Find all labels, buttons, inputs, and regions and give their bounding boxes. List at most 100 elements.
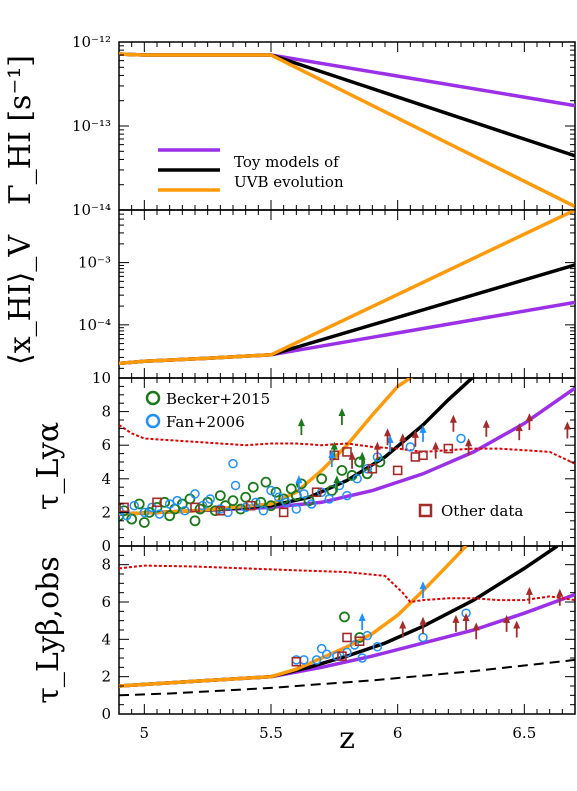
- taua-other-point-13: [443, 443, 454, 454]
- xhi-series-line-2: [119, 210, 575, 366]
- taua-fan-point-8: [180, 505, 190, 516]
- taub-limit-arrow-7: [503, 614, 511, 623]
- taua-limit-arrow-15: [449, 414, 457, 423]
- taua-limit-arrow-18: [515, 423, 523, 432]
- taua-limit-arrow-0: [297, 418, 305, 427]
- taua-ytick-label: 10: [92, 369, 111, 387]
- taua-fan-point-31: [405, 442, 416, 452]
- taua-limit-arrow-12: [399, 433, 407, 442]
- taua-limit-arrow-7: [328, 450, 336, 459]
- taua-becker-point-37: [374, 456, 386, 468]
- taub-other-point-3: [354, 636, 365, 647]
- taua-other-point-12: [418, 450, 428, 461]
- taub-fan-point-4: [321, 649, 332, 660]
- taub-other-point-1: [337, 651, 347, 661]
- taua-fan-point-32: [456, 433, 466, 444]
- taub-limit-arrow-6: [472, 622, 480, 631]
- taua-fan-point-29: [362, 463, 373, 474]
- taub-fan-point-11: [418, 632, 428, 643]
- taua-becker-point-19: [235, 503, 247, 515]
- taub-limit-arrow-0: [419, 581, 427, 590]
- taua-becker-point-18: [227, 495, 239, 507]
- taub-becker-point-0: [339, 611, 350, 623]
- legend-marker-becker: [145, 390, 161, 406]
- taub-limit-arrow-10: [556, 588, 564, 597]
- taub-ylabel: τ_Lyβ,obs: [31, 556, 66, 703]
- taua-fan-point-20: [281, 497, 291, 508]
- taua-other-point-6: [311, 487, 322, 498]
- taua-becker-point-6: [151, 501, 163, 513]
- taub-ytick-label: 4: [101, 630, 111, 648]
- taua-other-point-3: [215, 505, 226, 516]
- xtick-label: 6: [393, 724, 403, 742]
- taua-becker-point-23: [260, 476, 272, 488]
- taua-becker-point-36: [361, 468, 373, 480]
- taua-fan-point-9: [190, 489, 200, 499]
- taub-ytick-label: 6: [101, 593, 111, 611]
- taua-fan-point-27: [342, 490, 352, 501]
- taub-limit-arrow-5: [462, 613, 470, 621]
- taua-other-point-2: [190, 502, 200, 513]
- taua-becker-point-35: [354, 456, 366, 468]
- taub-fan-point-8: [357, 653, 367, 663]
- taua-becker-point-12: [189, 515, 201, 527]
- taua-limit-arrow-8: [295, 475, 303, 484]
- taub-limit-arrow-1: [358, 613, 366, 621]
- taua-fan-point-6: [164, 499, 175, 509]
- taua-fan-point-7: [172, 495, 183, 506]
- taua-series-line-3: [119, 424, 575, 465]
- taua-limit-arrow-4: [333, 475, 341, 484]
- xhi-plot-area: [119, 210, 575, 366]
- gamma-ytick-label: 10⁻¹³: [72, 117, 111, 135]
- taua-becker-point-27: [285, 483, 297, 495]
- taub-fan-point-2: [311, 655, 322, 665]
- taua-limit-arrow-17: [482, 419, 490, 428]
- taua-ylabel: τ_Lyα: [31, 422, 66, 510]
- taub-series-line-2: [119, 546, 468, 688]
- taua-becker-point-3: [133, 498, 145, 510]
- taub-fan-point-9: [362, 630, 373, 641]
- legend-label-line1: Toy models of: [234, 153, 340, 171]
- taua-becker-point-15: [209, 505, 221, 517]
- taua-other-point-11: [410, 452, 421, 462]
- taua-fan-point-17: [258, 505, 269, 516]
- taua-becker-point-20: [240, 491, 252, 503]
- taua-fan-point-18: [266, 485, 276, 496]
- xhi-ytick-label: 10⁻³: [78, 254, 111, 272]
- gamma-ytick-label: 10⁻¹²: [72, 33, 111, 51]
- taua-becker-point-24: [265, 500, 277, 512]
- taua-becker-point-21: [247, 481, 259, 493]
- taua-other-point-1: [152, 497, 162, 508]
- taub-limit-arrow-9: [525, 586, 533, 595]
- taua-limit-arrow-13: [411, 429, 419, 438]
- taua-ytick-label: 0: [101, 537, 111, 555]
- taua-other-point-5: [278, 507, 289, 518]
- xtick-label: 5.5: [259, 724, 283, 742]
- gamma-ytick-label: 10⁻¹⁴: [72, 201, 111, 219]
- taub-limit-arrow-8: [513, 620, 521, 629]
- taua-fan-point-23: [306, 499, 317, 509]
- xhi-panel-frame: [118, 209, 576, 379]
- taua-fan-point-22: [299, 489, 309, 499]
- taua-limit-arrow-11: [384, 428, 392, 437]
- taub-series-line-3: [119, 658, 575, 697]
- taua-limit-arrow-10: [373, 441, 381, 450]
- taub-plot-area: [119, 546, 575, 697]
- taua-fan-point-15: [240, 502, 251, 513]
- uvb-legend: Toy models of UVB evolution: [158, 148, 344, 192]
- taua-limit-arrow-2: [330, 441, 338, 450]
- taua-fan-point-19: [273, 492, 284, 503]
- taub-series-line-0: [119, 592, 575, 688]
- taua-series-line-2: [119, 378, 414, 516]
- taua-fan-point-5: [154, 509, 165, 519]
- taua-fan-point-14: [230, 480, 241, 491]
- taua-ytick-label: 8: [101, 403, 111, 421]
- taua-other-point-9: [367, 463, 378, 474]
- xtick-label: 5: [140, 724, 150, 742]
- taua-ytick-label: 4: [101, 470, 111, 488]
- taua-limit-arrow-3: [358, 451, 366, 460]
- taua-fan-point-28: [352, 474, 362, 484]
- taua-other-point-0: [119, 502, 129, 513]
- xhi-ytick-label: 10⁻⁴: [78, 316, 111, 334]
- taua-fan-point-24: [316, 487, 327, 497]
